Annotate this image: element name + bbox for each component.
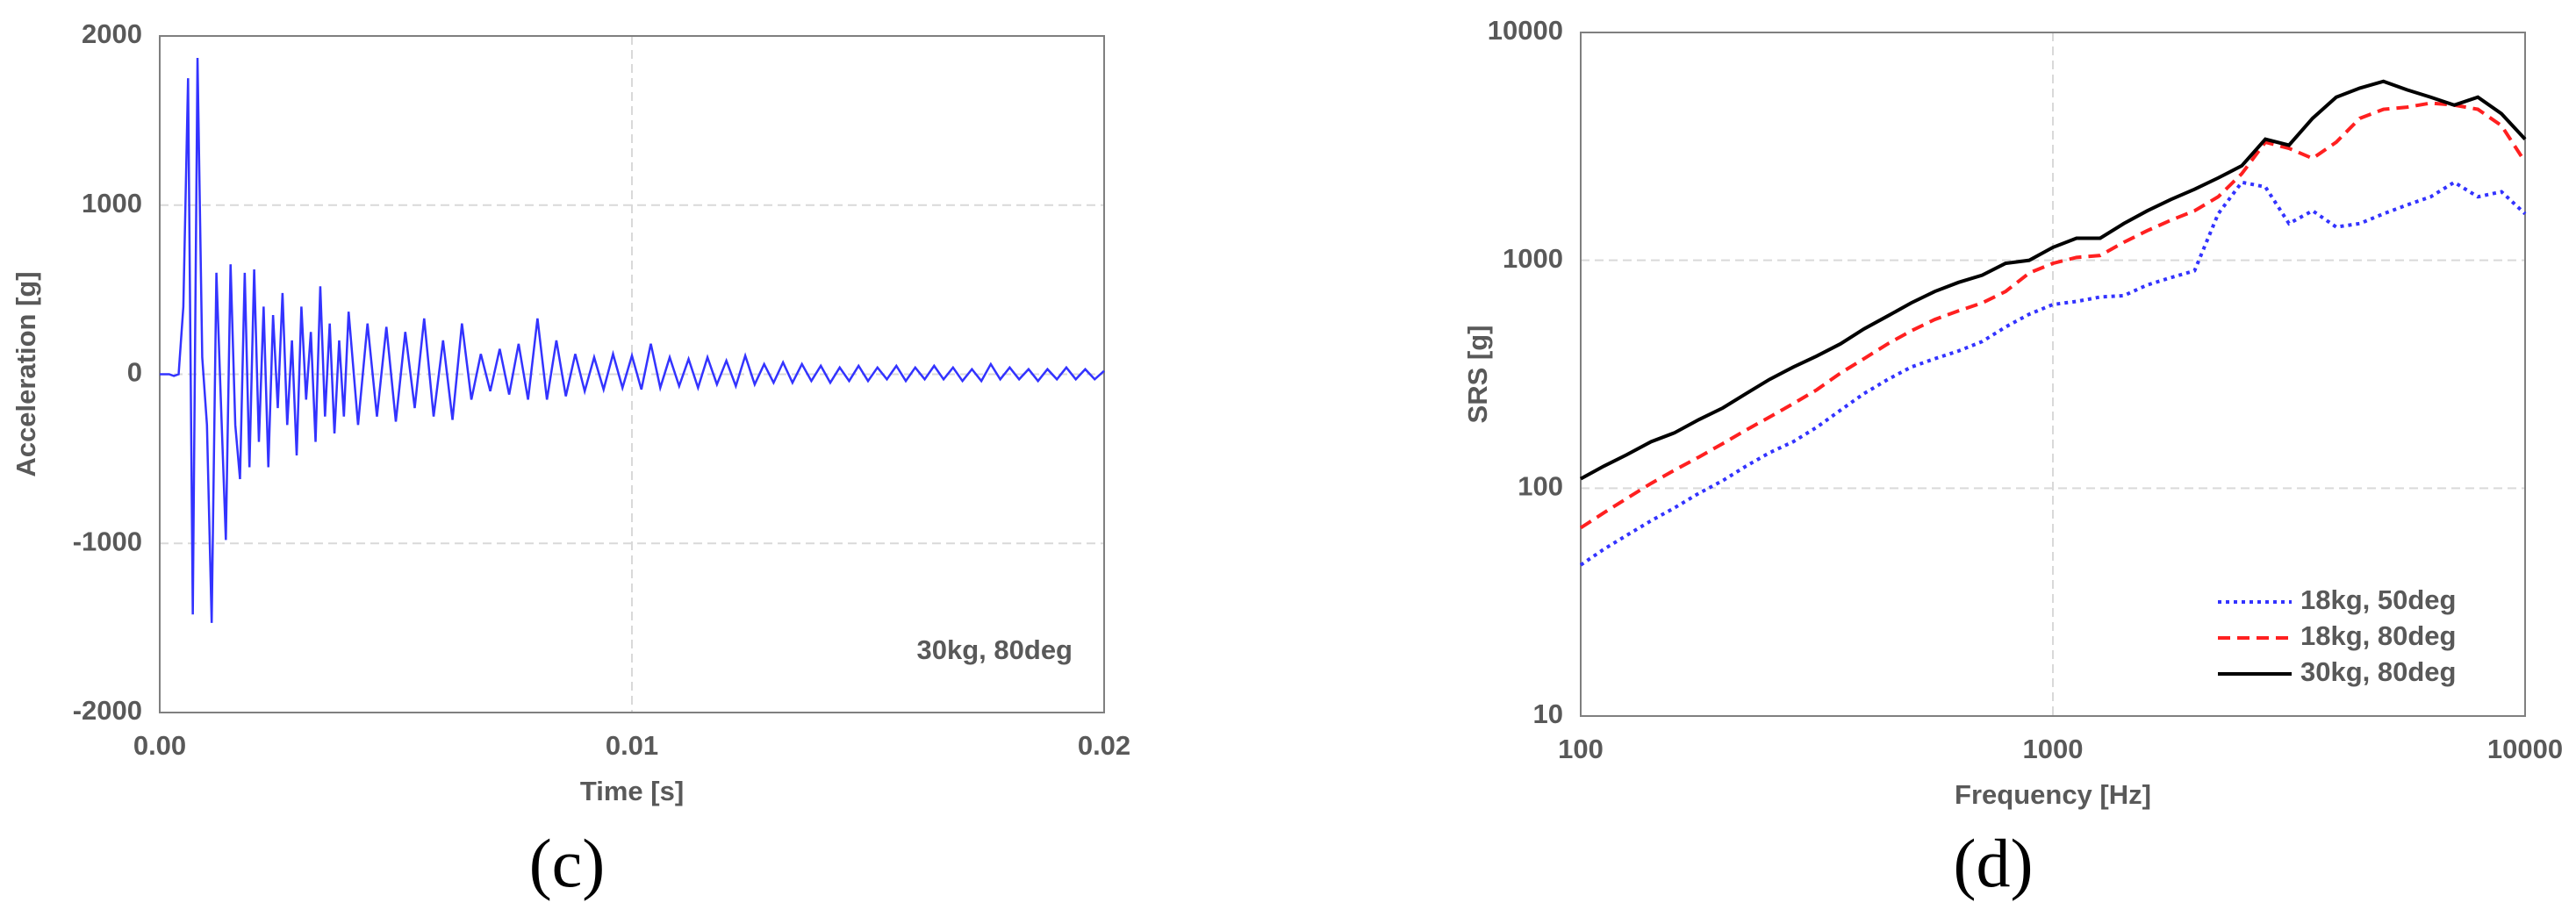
y-axis-label: SRS [g]: [1462, 326, 1493, 424]
y-tick-label: 0: [127, 357, 142, 388]
x-axis-label: Frequency [Hz]: [1955, 779, 2151, 810]
data-line: [160, 58, 1105, 623]
x-tick-label: 10000: [2487, 734, 2563, 764]
y-tick-label: 10: [1533, 698, 1563, 729]
y-tick-label: 10000: [1488, 15, 1563, 46]
legend-label: 30kg, 80deg: [2300, 656, 2456, 687]
data-line: [1580, 79, 2527, 481]
plot-frame: [1580, 32, 2526, 717]
x-tick-label: 100: [1558, 734, 1604, 764]
y-tick-label: 100: [1518, 471, 1563, 502]
y-tick-label: -1000: [73, 526, 142, 556]
x-tick-label: 1000: [2023, 734, 2084, 764]
y-tick-label: -2000: [73, 695, 142, 726]
x-tick-label: 0.02: [1078, 730, 1130, 761]
y-tick-label: 2000: [82, 18, 142, 49]
data-line: [1579, 101, 2527, 530]
data-line: [1579, 180, 2527, 567]
annotation: 30kg, 80deg: [917, 634, 1073, 665]
legend-label: 18kg, 80deg: [2300, 620, 2456, 651]
x-tick-label: 0.00: [133, 730, 186, 761]
x-axis-label: Time [s]: [580, 776, 684, 806]
y-axis-label: Acceleration [g]: [11, 271, 41, 476]
panel-label: (c): [529, 825, 606, 901]
y-tick-label: 1000: [82, 188, 142, 218]
legend-label: 18kg, 50deg: [2300, 584, 2456, 615]
y-tick-label: 1000: [1503, 243, 1563, 274]
x-tick-label: 0.01: [606, 730, 658, 761]
panel-label: (d): [1954, 825, 2034, 901]
